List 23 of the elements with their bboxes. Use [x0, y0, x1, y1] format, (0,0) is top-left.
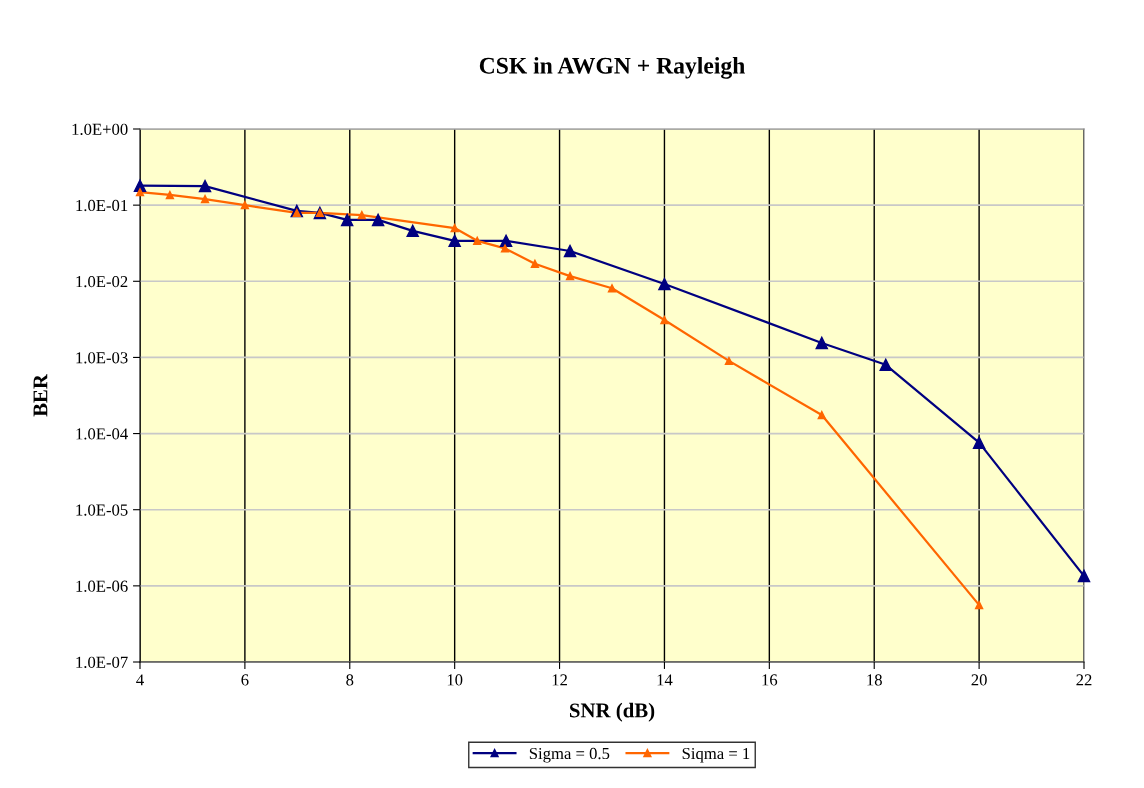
x-tick-label: 10 — [447, 674, 463, 686]
legend-label: Sigma = 0.5 — [529, 747, 610, 763]
x-axis-title: SNR (dB) — [569, 702, 655, 722]
y-tick-label: 1.0E-01 — [76, 199, 128, 212]
y-axis-title: BER — [33, 373, 48, 417]
x-tick-label: 18 — [867, 674, 882, 686]
chart-title: CSK in AWGN + Rayleigh — [479, 57, 745, 79]
x-tick-label: 12 — [552, 674, 567, 686]
x-tick-label: 20 — [971, 674, 987, 686]
x-tick-label: 4 — [136, 674, 144, 686]
legend-label: Siqma = 1 — [682, 747, 750, 763]
x-tick-label: 6 — [241, 674, 249, 686]
y-tick-label: 1.0E-06 — [76, 580, 128, 592]
y-tick-label: 1.0E+00 — [72, 123, 128, 136]
x-tick-label: 22 — [1076, 674, 1092, 686]
y-tick-label: 1.0E-02 — [76, 275, 128, 288]
x-tick-label: 16 — [762, 674, 778, 686]
y-tick-label: 1.0E-03 — [76, 352, 128, 364]
y-tick-label: 1.0E-04 — [76, 428, 128, 440]
y-tick-label: 1.0E-07 — [76, 656, 128, 669]
x-tick-label: 8 — [346, 674, 354, 686]
y-tick-label: 1.0E-05 — [76, 504, 128, 516]
x-tick-label: 14 — [657, 674, 673, 686]
